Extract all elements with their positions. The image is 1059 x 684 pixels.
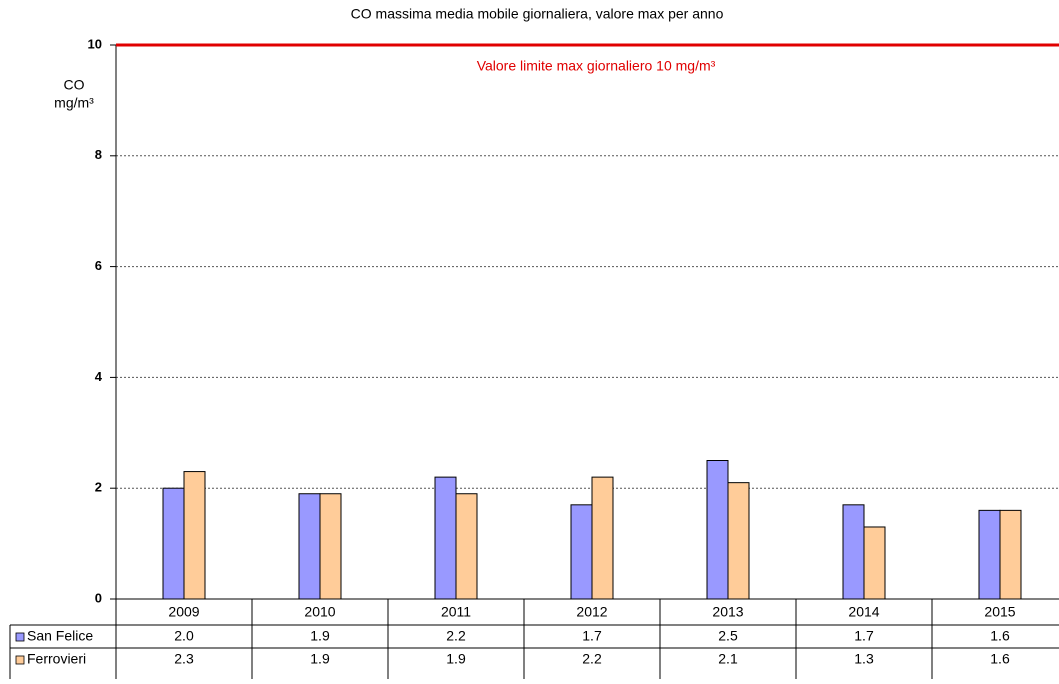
table-value: 2.2	[582, 651, 602, 667]
table-value: 2.0	[174, 628, 194, 644]
y-tick-label: 2	[95, 480, 102, 495]
table-value: 1.9	[310, 628, 330, 644]
table-value: 1.3	[854, 651, 874, 667]
chart-title: CO massima media mobile giornaliera, val…	[351, 6, 724, 22]
x-tick-label: 2011	[441, 604, 471, 620]
bar	[706, 460, 729, 600]
table-value: 1.9	[310, 651, 330, 667]
table-value: 2.1	[718, 651, 738, 667]
x-tick-label: 2012	[576, 604, 607, 620]
x-tick-label: 2013	[712, 604, 743, 620]
table-value: 1.7	[854, 628, 874, 644]
bar	[999, 509, 1022, 600]
bar	[727, 482, 750, 600]
table-value: 1.9	[446, 651, 466, 667]
table-value: 1.7	[582, 628, 602, 644]
bar	[434, 476, 457, 600]
bar	[591, 476, 614, 600]
y-tick-label: 0	[95, 590, 102, 605]
y-tick-label: 4	[95, 369, 103, 384]
y-axis-label: CO	[64, 77, 85, 93]
x-tick-label: 2010	[304, 604, 335, 620]
x-tick-label: 2009	[168, 604, 199, 620]
bar	[570, 504, 593, 600]
y-tick-label: 6	[95, 258, 102, 273]
bar	[162, 487, 185, 600]
y-tick-label: 8	[95, 147, 102, 162]
x-tick-label: 2014	[848, 604, 879, 620]
bar	[183, 471, 206, 600]
limit-label: Valore limite max giornaliero 10 mg/m³	[477, 58, 716, 74]
table-value: 2.3	[174, 651, 194, 667]
bar	[319, 493, 342, 600]
legend-label: Ferrovieri	[27, 651, 86, 667]
y-tick-label: 10	[88, 36, 102, 51]
table-value: 1.6	[990, 628, 1010, 644]
table-value: 2.2	[446, 628, 466, 644]
legend-label: San Felice	[27, 628, 93, 644]
bar	[978, 509, 1001, 600]
table-value: 1.6	[990, 651, 1010, 667]
legend-swatch	[15, 655, 25, 665]
bar	[298, 493, 321, 600]
bar	[455, 493, 478, 600]
bar	[842, 504, 865, 600]
y-axis-unit: mg/m³	[54, 95, 94, 111]
bar	[863, 526, 886, 600]
legend-swatch	[15, 632, 25, 642]
x-tick-label: 2015	[984, 604, 1015, 620]
table-value: 2.5	[718, 628, 738, 644]
